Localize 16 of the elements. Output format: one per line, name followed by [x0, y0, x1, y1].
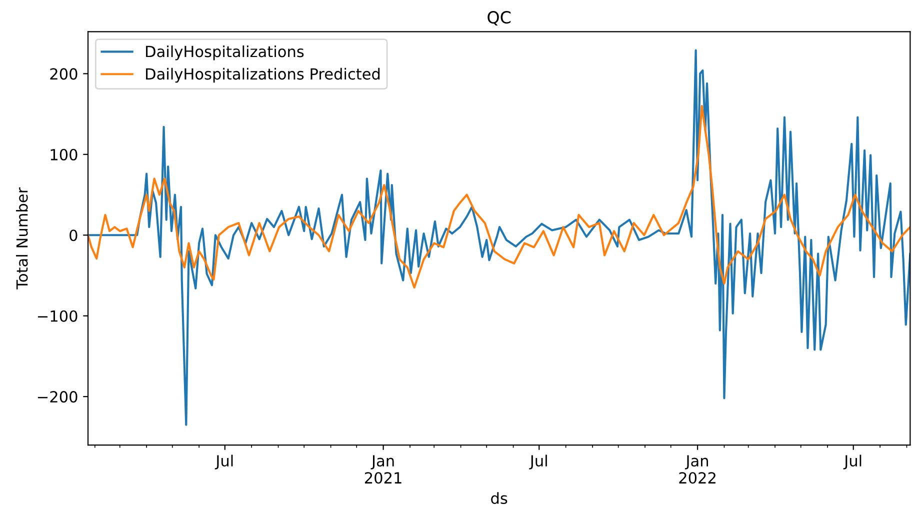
y-axis-title: Total Number — [16, 187, 28, 290]
y-tick-label: −100 — [38, 310, 78, 322]
chart-title: QC — [488, 10, 511, 26]
line-series — [88, 104, 910, 289]
x-tick-label: Jul — [843, 454, 862, 470]
x-axis-title: ds — [491, 492, 508, 504]
legend-label: DailyHospitalizations — [146, 45, 304, 60]
x-tick-label: Jul — [529, 454, 547, 470]
legend-label: DailyHospitalizations Predicted — [146, 68, 380, 83]
y-tick-label: 0 — [70, 230, 78, 242]
x-tick-label: Jan 2022 — [679, 455, 716, 484]
y-tick-label: −200 — [38, 391, 78, 403]
y-tick-label: 200 — [50, 68, 78, 80]
y-tick-label: 100 — [50, 148, 78, 160]
x-tick-label: Jul — [214, 454, 233, 470]
x-tick-label: Jan 2021 — [364, 455, 402, 484]
